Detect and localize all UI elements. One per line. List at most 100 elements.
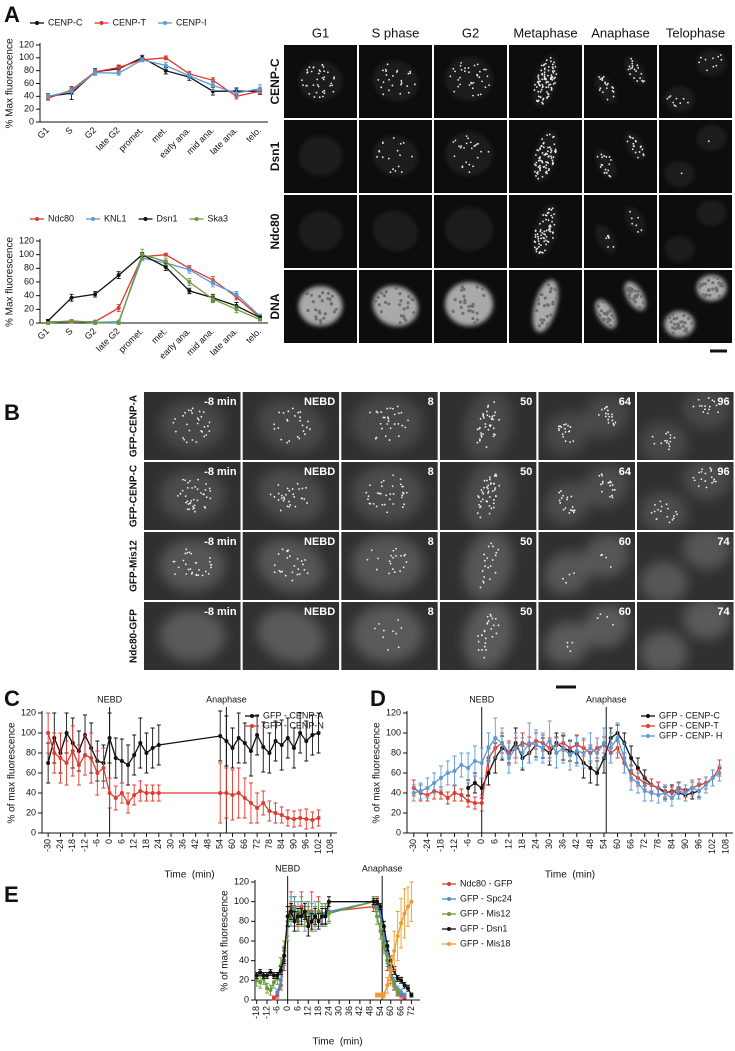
spot bbox=[489, 483, 492, 485]
spot bbox=[459, 76, 461, 79]
spot bbox=[555, 73, 558, 76]
legend-marker bbox=[35, 21, 39, 25]
spot bbox=[314, 317, 318, 321]
spot bbox=[703, 282, 707, 286]
spot bbox=[482, 293, 486, 297]
spot bbox=[319, 70, 321, 73]
spot bbox=[667, 507, 669, 510]
spot bbox=[189, 568, 192, 571]
spot bbox=[536, 172, 538, 174]
data-point bbox=[371, 899, 376, 904]
spot bbox=[387, 302, 391, 306]
spot bbox=[550, 88, 553, 91]
x-tick-label: promet. bbox=[117, 125, 146, 154]
spot bbox=[492, 418, 495, 421]
legend-label: GFP - CENP- H bbox=[659, 730, 722, 740]
y-tick-label: 120 bbox=[386, 707, 401, 717]
nucleus bbox=[372, 60, 419, 102]
spot bbox=[184, 563, 187, 566]
cell-region bbox=[664, 161, 695, 187]
spot bbox=[612, 623, 614, 626]
spot bbox=[457, 85, 460, 88]
spot bbox=[492, 435, 495, 438]
spot bbox=[380, 411, 383, 413]
cell-region bbox=[298, 211, 343, 251]
legend-label: GFP - CENP-N bbox=[263, 720, 324, 730]
data-point bbox=[224, 791, 229, 795]
spot bbox=[403, 503, 405, 506]
spot bbox=[611, 494, 613, 497]
data-point bbox=[409, 993, 414, 998]
legend-marker bbox=[447, 882, 451, 886]
spot bbox=[653, 442, 656, 445]
cell-region bbox=[257, 608, 325, 663]
spot bbox=[654, 504, 656, 506]
spot bbox=[609, 159, 612, 161]
spot bbox=[196, 417, 199, 420]
spot bbox=[609, 566, 612, 568]
legend-label: CENP-C bbox=[48, 17, 83, 27]
spot bbox=[669, 440, 672, 443]
data-point bbox=[278, 968, 283, 973]
data-point bbox=[107, 736, 112, 740]
spot bbox=[542, 142, 545, 145]
column-header: Telophase bbox=[666, 25, 725, 40]
spot bbox=[174, 418, 176, 420]
spot bbox=[550, 208, 553, 211]
spot bbox=[286, 557, 289, 559]
spot bbox=[373, 299, 378, 303]
spot bbox=[605, 172, 608, 174]
spot bbox=[393, 571, 396, 574]
data-point bbox=[378, 929, 383, 934]
cell-glow bbox=[682, 532, 731, 570]
spot bbox=[277, 484, 280, 486]
spot bbox=[635, 70, 637, 73]
spot bbox=[602, 311, 606, 315]
y-tick-label: 80 bbox=[24, 65, 34, 75]
spot bbox=[535, 175, 537, 177]
spot bbox=[549, 78, 552, 81]
spot bbox=[387, 416, 389, 419]
spot bbox=[596, 617, 599, 619]
data-point bbox=[622, 756, 627, 760]
data-point bbox=[381, 993, 386, 998]
spot bbox=[609, 175, 612, 178]
data-point bbox=[649, 791, 654, 795]
column-header: G2 bbox=[462, 25, 479, 40]
spot bbox=[560, 426, 563, 429]
data-point bbox=[669, 796, 674, 800]
spot bbox=[407, 419, 409, 422]
spot bbox=[548, 230, 551, 233]
cell-glow bbox=[463, 462, 513, 530]
spot bbox=[189, 502, 192, 504]
spot bbox=[712, 480, 715, 483]
spot bbox=[668, 521, 671, 524]
spot bbox=[631, 62, 634, 65]
spot bbox=[381, 156, 384, 159]
spot bbox=[460, 68, 463, 71]
spot bbox=[491, 490, 494, 493]
data-point bbox=[411, 791, 416, 795]
spot bbox=[598, 413, 600, 416]
spot bbox=[483, 486, 485, 489]
spot bbox=[558, 429, 560, 432]
spot bbox=[544, 62, 547, 65]
data-point bbox=[554, 751, 559, 755]
spot bbox=[396, 69, 399, 72]
cell-glow bbox=[682, 602, 731, 640]
spot bbox=[554, 65, 557, 68]
data-point bbox=[375, 899, 380, 904]
spot bbox=[537, 149, 540, 152]
spot bbox=[306, 308, 310, 313]
spot bbox=[323, 92, 326, 95]
spot bbox=[550, 60, 552, 63]
spot bbox=[402, 506, 404, 508]
spot bbox=[612, 95, 615, 98]
data-point bbox=[392, 983, 397, 988]
spot bbox=[282, 496, 285, 499]
spot bbox=[669, 95, 672, 97]
spot bbox=[600, 483, 602, 486]
spot bbox=[541, 72, 544, 75]
cell-glow bbox=[351, 605, 424, 663]
data-point bbox=[438, 776, 443, 780]
